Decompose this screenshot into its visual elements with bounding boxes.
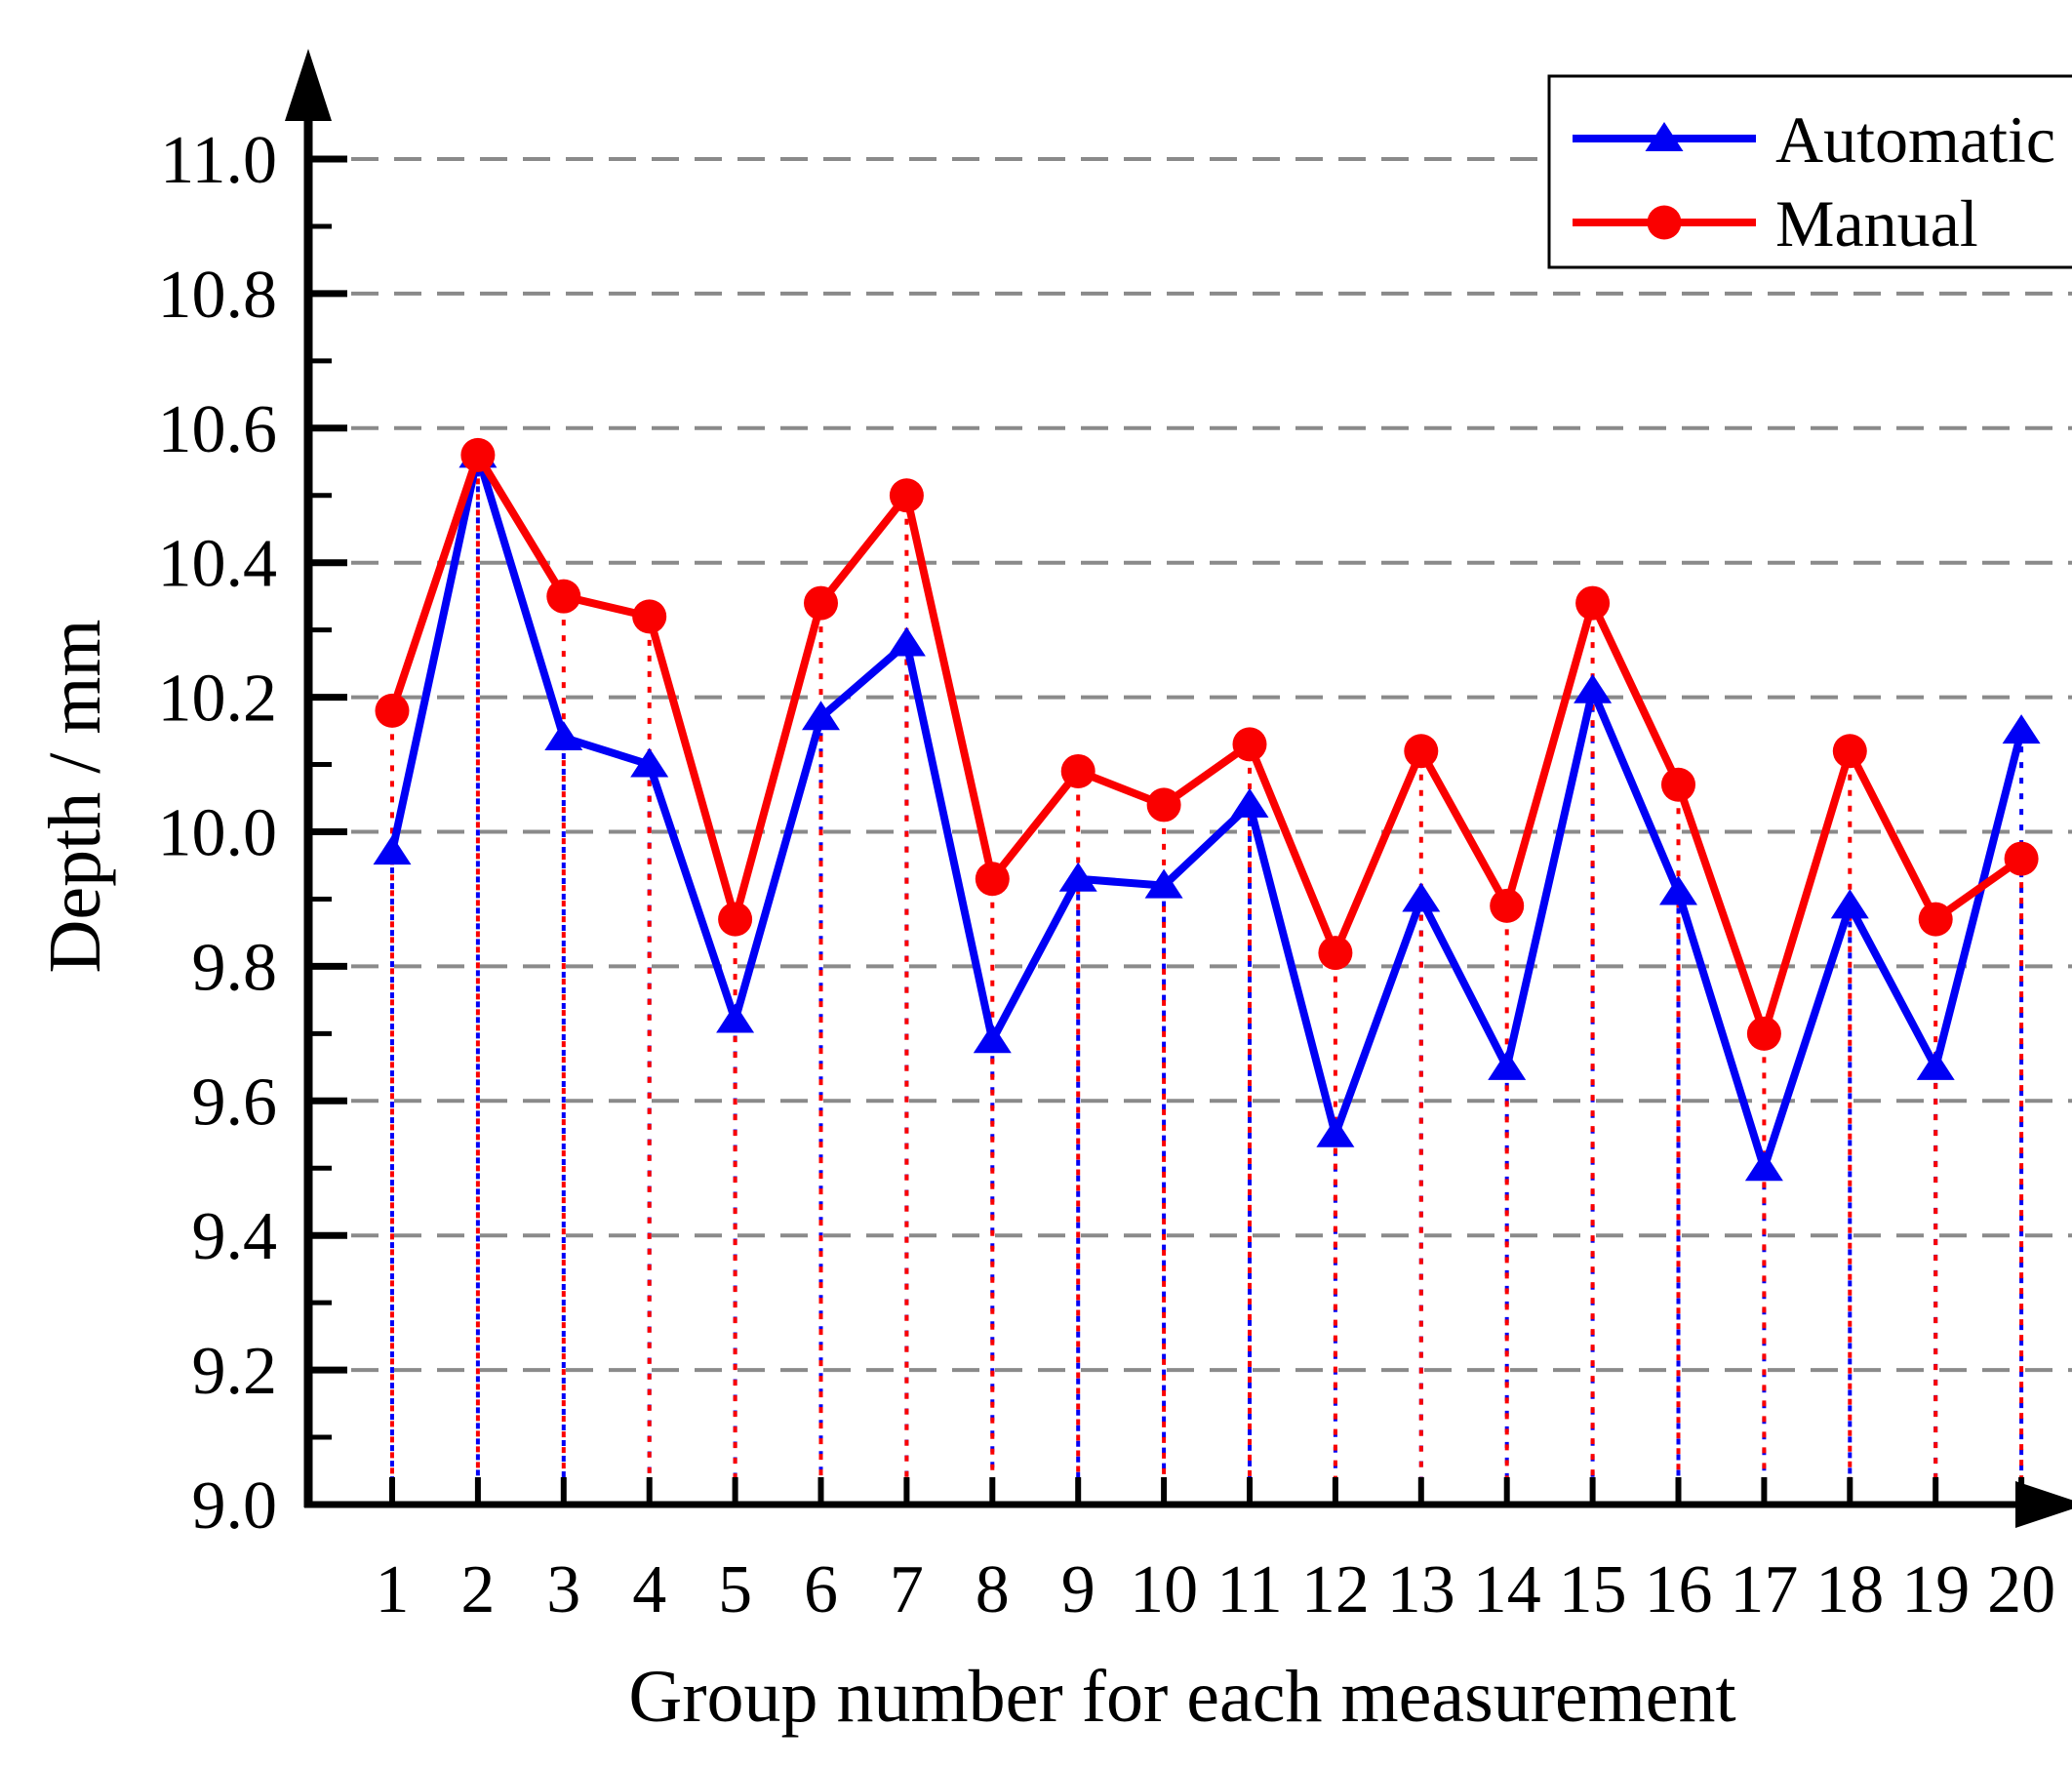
x-tick-label: 6 <box>804 1552 838 1627</box>
x-axis-arrow-icon <box>2015 1481 2072 1528</box>
marker-manual-circle <box>1575 585 1611 621</box>
marker-manual-circle <box>718 902 753 937</box>
marker-manual-circle <box>1232 727 1267 762</box>
marker-manual-circle <box>1404 734 1439 769</box>
marker-automatic-triangle <box>1488 1050 1527 1080</box>
marker-manual-circle <box>2004 841 2039 876</box>
marker-manual-circle <box>804 585 838 621</box>
marker-manual-circle <box>546 579 581 614</box>
legend-marker-triangle <box>1645 122 1684 151</box>
marker-manual-circle <box>889 478 924 513</box>
x-tick-label: 18 <box>1815 1552 1884 1627</box>
x-tick-label: 15 <box>1559 1552 1627 1627</box>
y-axis-arrow-icon <box>285 49 332 121</box>
x-tick-label: 20 <box>1987 1552 2055 1627</box>
series-line-manual <box>388 451 2026 1038</box>
marker-manual-circle <box>1746 1016 1781 1051</box>
marker-automatic-triangle <box>1916 1050 1955 1080</box>
marker-manual-circle <box>1918 902 1953 937</box>
series-line-automatic <box>388 451 2026 1173</box>
chart-canvas: 9.0 9.2 9.4 9.6 9.8 10.0 10.2 10.4 10.6 10.8 11.0 1… <box>39 16 2072 1751</box>
x-tick-label: 10 <box>1130 1552 1198 1627</box>
y-tick-label: 10.6 <box>158 392 278 467</box>
x-axis-title: Group number for each measurement <box>628 1656 1735 1738</box>
marker-manual-circle <box>632 599 667 634</box>
marker-automatic-triangle <box>373 835 412 865</box>
chart-background <box>39 16 2072 1751</box>
x-tick-label: 14 <box>1473 1552 1541 1627</box>
marker-manual-circle <box>1060 753 1096 788</box>
y-tick-label: 9.2 <box>192 1334 278 1409</box>
marker-automatic-triangle <box>1744 1151 1783 1182</box>
marker-automatic-triangle <box>1230 787 1269 818</box>
x-tick-label: 11 <box>1216 1552 1282 1627</box>
x-tick-label: 1 <box>376 1552 410 1627</box>
legend-box <box>1547 74 2072 269</box>
marker-manual-circle <box>975 862 1010 897</box>
marker-automatic-triangle <box>887 626 926 657</box>
x-tick-label: 8 <box>976 1552 1010 1627</box>
marker-manual-circle <box>1832 734 1867 769</box>
marker-automatic-triangle <box>544 720 583 750</box>
marker-automatic-triangle <box>1574 673 1613 703</box>
marker-manual-circle <box>1490 888 1525 923</box>
x-tick-label: 13 <box>1387 1552 1455 1627</box>
marker-automatic-triangle <box>973 1024 1012 1054</box>
y-tick-label: 9.4 <box>192 1199 278 1274</box>
y-tick-label: 9.8 <box>192 930 278 1005</box>
marker-manual-circle <box>375 693 410 728</box>
depth-measurement-chart: 9.0 9.2 9.4 9.6 9.8 10.0 10.2 10.4 10.6 10.8 11.0 1… <box>39 16 2072 1751</box>
marker-automatic-triangle <box>2002 714 2041 744</box>
marker-automatic-triangle <box>1830 889 1869 919</box>
marker-automatic-triangle <box>1659 875 1697 905</box>
x-tick-label: 4 <box>632 1552 666 1627</box>
legend-label: Automatic <box>1775 102 2055 177</box>
x-tick-label: 16 <box>1645 1552 1713 1627</box>
y-tick-label: 11.0 <box>160 123 277 198</box>
marker-manual-circle <box>1661 767 1695 802</box>
marker-automatic-triangle <box>1144 868 1183 899</box>
marker-automatic-triangle <box>802 701 840 731</box>
y-tick-label: 10.8 <box>158 258 278 333</box>
x-tick-label: 5 <box>718 1552 752 1627</box>
x-tick-label: 19 <box>1901 1552 1970 1627</box>
marker-automatic-triangle <box>1058 862 1097 892</box>
x-tick-label: 12 <box>1301 1552 1370 1627</box>
marker-manual-circle <box>460 437 496 472</box>
marker-automatic-triangle <box>630 747 669 778</box>
y-axis-title: Depth / mm <box>39 619 116 973</box>
y-tick-label: 10.0 <box>158 796 278 871</box>
y-tick-label: 10.4 <box>158 527 278 602</box>
x-tick-label: 2 <box>460 1552 495 1627</box>
x-tick-label: 7 <box>890 1552 924 1627</box>
legend-marker-circle <box>1647 205 1682 240</box>
x-tick-label: 9 <box>1061 1552 1096 1627</box>
legend-label: Manual <box>1775 186 1978 261</box>
marker-automatic-triangle <box>1402 882 1441 912</box>
x-tick-label: 3 <box>546 1552 580 1627</box>
y-tick-label: 9.0 <box>192 1468 278 1544</box>
marker-automatic-triangle <box>1316 1117 1355 1147</box>
marker-automatic-triangle <box>716 1003 755 1033</box>
y-tick-label: 10.2 <box>158 662 278 737</box>
y-tick-label: 9.6 <box>192 1064 278 1140</box>
marker-manual-circle <box>1146 787 1181 823</box>
x-tick-label: 17 <box>1730 1552 1798 1627</box>
marker-manual-circle <box>1318 936 1353 971</box>
